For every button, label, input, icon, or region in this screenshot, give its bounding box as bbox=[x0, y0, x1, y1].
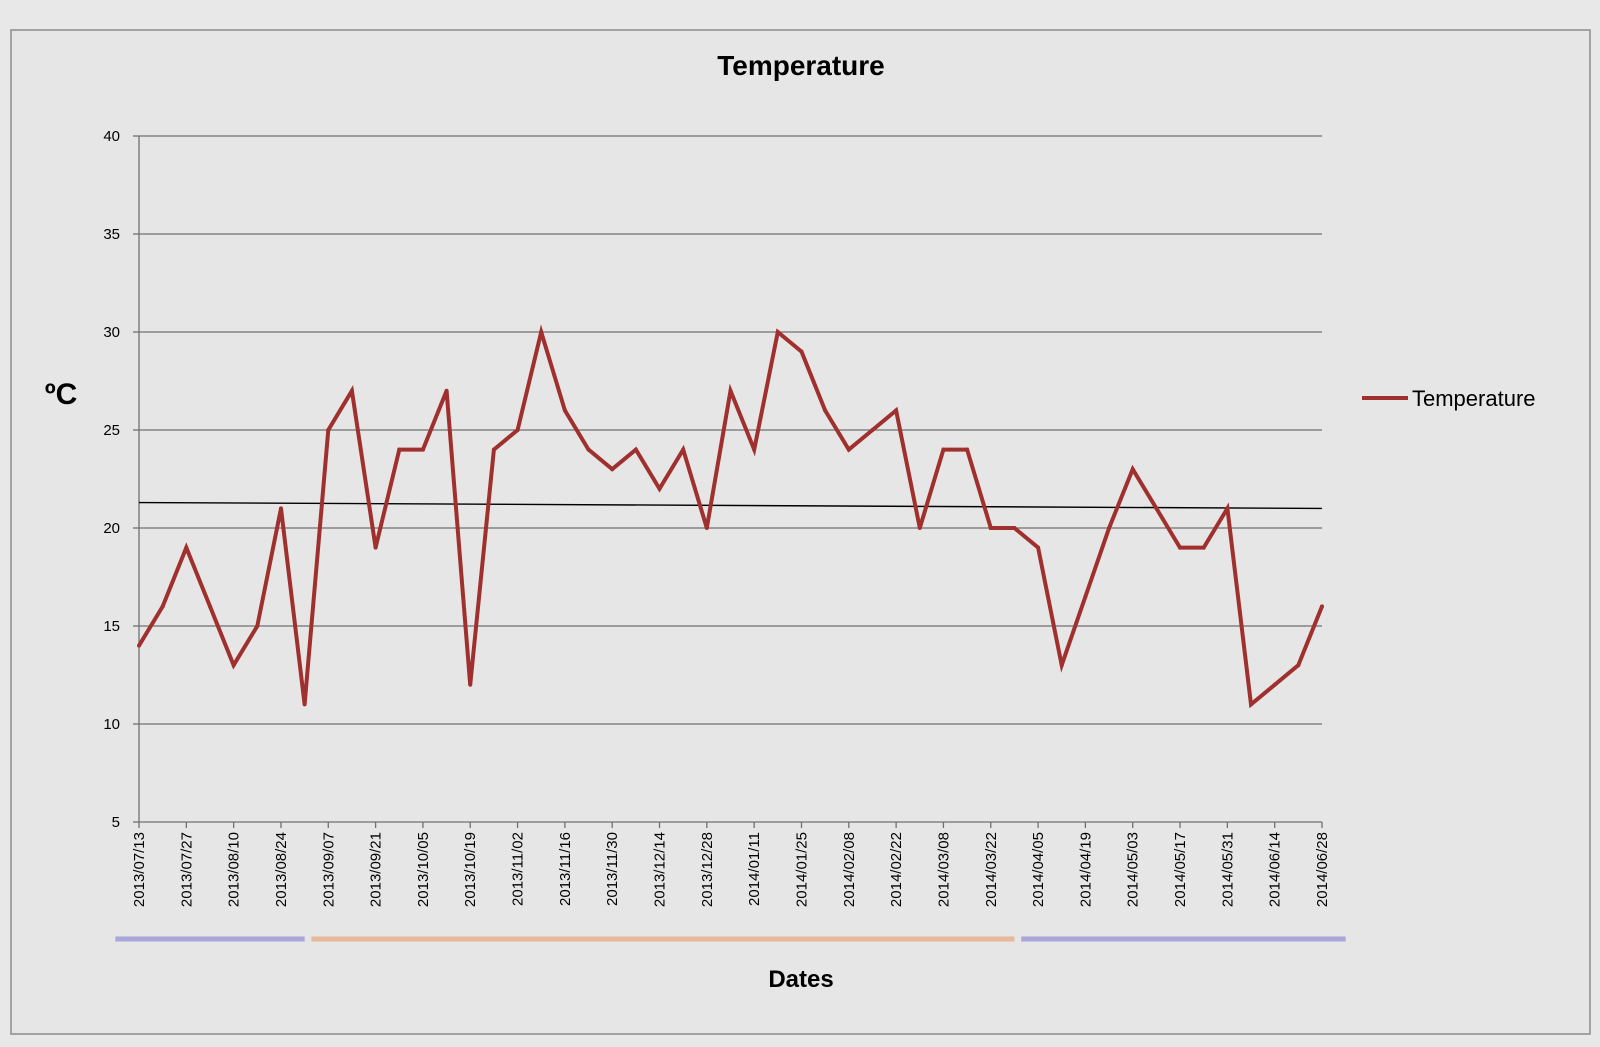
y-tick-label: 40 bbox=[103, 128, 120, 145]
data-point bbox=[1059, 663, 1064, 668]
data-point bbox=[681, 447, 686, 452]
x-tick-label: 2014/03/22 bbox=[983, 832, 1000, 907]
x-tick-label: 2013/11/16 bbox=[557, 832, 574, 906]
data-point bbox=[965, 447, 970, 452]
x-tick-label: 2013/07/27 bbox=[178, 832, 195, 907]
x-tick-label: 2014/06/14 bbox=[1267, 832, 1284, 907]
x-tick-label: 2014/01/11 bbox=[746, 832, 763, 906]
data-point bbox=[846, 447, 851, 452]
data-point bbox=[1154, 506, 1159, 511]
data-point bbox=[1130, 467, 1135, 472]
x-tick-label: 2014/04/19 bbox=[1077, 832, 1094, 907]
data-point bbox=[160, 604, 165, 609]
data-point bbox=[255, 624, 260, 628]
data-point bbox=[941, 447, 946, 452]
data-point bbox=[326, 428, 331, 432]
y-tick-label: 30 bbox=[103, 324, 120, 341]
data-point bbox=[1201, 545, 1206, 550]
x-tick-label: 2014/03/08 bbox=[935, 832, 952, 907]
chart-frame bbox=[10, 29, 1591, 1035]
x-tick-label: 2013/12/28 bbox=[699, 832, 716, 907]
data-point bbox=[823, 408, 828, 413]
x-tick-label: 2013/08/24 bbox=[273, 832, 290, 907]
x-tick-label: 2013/07/13 bbox=[131, 832, 148, 907]
data-point bbox=[278, 506, 283, 511]
data-point bbox=[491, 447, 496, 452]
y-axis: 5 10 15 20 25 30 35 40 bbox=[103, 128, 140, 831]
data-point bbox=[752, 447, 757, 452]
x-tick-label: 2013/10/05 bbox=[415, 832, 432, 907]
data-point bbox=[1036, 545, 1041, 550]
data-point bbox=[184, 545, 189, 550]
x-tick-label: 2013/10/19 bbox=[462, 832, 479, 907]
y-axis-title: ºC bbox=[45, 378, 78, 411]
data-point bbox=[207, 604, 212, 609]
data-point bbox=[397, 447, 402, 452]
x-tick-label: 2013/08/10 bbox=[226, 832, 243, 907]
x-tick-label: 2013/12/14 bbox=[652, 832, 669, 907]
data-point bbox=[420, 447, 425, 452]
y-tick-label: 25 bbox=[103, 422, 120, 439]
data-point bbox=[1083, 594, 1088, 599]
data-point bbox=[1107, 526, 1112, 530]
x-tick-label: 2013/11/02 bbox=[510, 832, 527, 906]
data-point bbox=[1249, 702, 1254, 707]
data-point bbox=[870, 428, 875, 432]
data-point bbox=[515, 428, 520, 432]
x-tick-label: 2014/05/03 bbox=[1125, 832, 1142, 907]
data-point bbox=[586, 447, 591, 452]
data-point bbox=[610, 467, 615, 472]
data-point bbox=[633, 447, 638, 452]
y-tick-label: 35 bbox=[103, 226, 120, 243]
y-tick-label: 15 bbox=[103, 618, 120, 635]
data-point bbox=[1272, 682, 1277, 687]
data-point bbox=[799, 349, 804, 354]
y-tick-label: 20 bbox=[103, 520, 120, 537]
data-point bbox=[704, 526, 709, 530]
x-tick-label: 2013/09/07 bbox=[320, 832, 337, 907]
chart-title: Temperature bbox=[717, 50, 885, 81]
x-tick-label: 2014/05/17 bbox=[1172, 832, 1189, 907]
data-point bbox=[468, 682, 473, 687]
data-point bbox=[894, 408, 899, 413]
x-tick-label: 2013/11/30 bbox=[604, 832, 621, 906]
x-tick-label: 2014/06/28 bbox=[1314, 832, 1331, 907]
data-point bbox=[988, 526, 993, 530]
data-point bbox=[562, 408, 567, 413]
data-point bbox=[1320, 604, 1324, 609]
y-tick-label: 5 bbox=[112, 814, 120, 831]
data-point bbox=[657, 486, 662, 491]
data-point bbox=[728, 388, 733, 393]
x-tick-label: 2014/02/08 bbox=[841, 832, 858, 907]
data-points bbox=[137, 330, 1324, 707]
legend-label-temperature: Temperature bbox=[1412, 386, 1536, 411]
x-axis: 2013/07/13 2013/07/27 2013/08/10 2013/08/24… bbox=[131, 821, 1331, 907]
x-tick-label: 2014/05/31 bbox=[1219, 832, 1236, 907]
x-axis-title: Dates bbox=[768, 966, 833, 993]
legend: Temperature bbox=[1362, 386, 1536, 411]
y-tick-label: 10 bbox=[103, 716, 120, 733]
data-point bbox=[444, 388, 449, 393]
data-point bbox=[775, 330, 780, 334]
data-point bbox=[302, 702, 307, 707]
data-point bbox=[917, 526, 922, 530]
data-point bbox=[539, 330, 544, 334]
x-tick-label: 2013/09/21 bbox=[368, 832, 385, 907]
x-tick-label: 2014/01/25 bbox=[793, 832, 810, 907]
data-point bbox=[137, 643, 141, 648]
data-point bbox=[349, 388, 354, 393]
data-point bbox=[373, 545, 378, 550]
trendline bbox=[138, 501, 1323, 510]
x-tick-label: 2014/04/05 bbox=[1030, 832, 1047, 907]
data-point bbox=[231, 663, 236, 668]
gridlines bbox=[139, 135, 1322, 725]
data-point bbox=[1012, 526, 1017, 530]
data-point bbox=[1178, 545, 1183, 550]
data-point bbox=[1225, 506, 1230, 511]
data-point bbox=[1296, 663, 1301, 668]
x-tick-label: 2014/02/22 bbox=[888, 832, 905, 907]
